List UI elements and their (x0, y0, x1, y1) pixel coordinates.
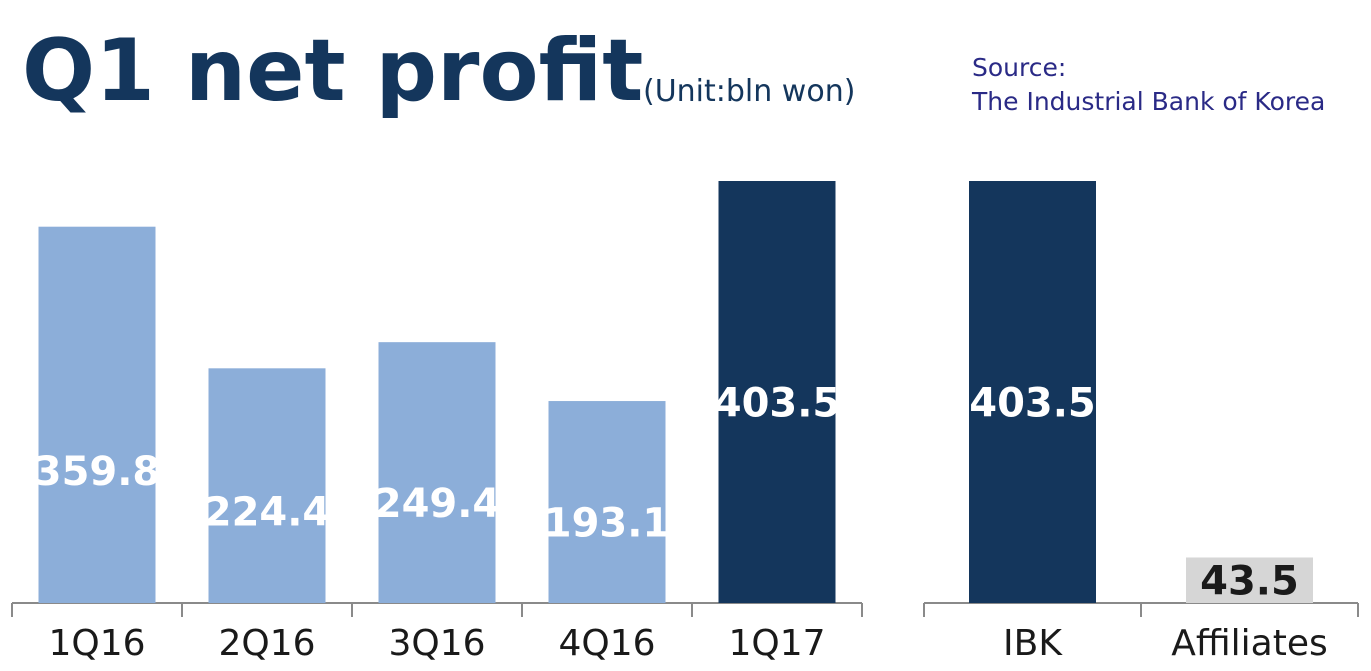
breakdown-bar-affiliates (1186, 557, 1313, 603)
unit-label: (Unit:bln won) (643, 74, 855, 109)
quarter-bar-3q16 (378, 342, 496, 603)
quarter-bar-4q16 (548, 401, 666, 603)
quarter-bar-1q16 (38, 226, 156, 603)
quarter-category-label: 2Q16 (218, 623, 315, 664)
quarter-value-label: 193.1 (544, 500, 671, 546)
breakdown-bar-chart: 403.5 IBK 43.5 Affiliates (923, 181, 1359, 664)
source-name: The Industrial Bank of Korea (971, 87, 1325, 116)
quarter-value-label: 249.4 (374, 481, 501, 527)
quarter-category-label: 4Q16 (558, 623, 655, 664)
breakdown-category-label: IBK (1003, 623, 1063, 664)
quarter-category-label: 1Q16 (48, 623, 145, 664)
breakdown-category-label: Affiliates (1171, 623, 1328, 664)
chart-title: Q1 net profit (22, 21, 643, 121)
quarter-bar-1q17 (718, 181, 836, 603)
quarter-bar-2q16 (208, 368, 326, 603)
quarterly-bar-chart: 359.8 1Q16 224.4 2Q16 249.4 3Q16 193.1 4Q16 403.… (11, 181, 863, 664)
quarter-category-label: 3Q16 (388, 623, 485, 664)
quarter-value-label: 359.8 (34, 449, 161, 495)
quarter-value-label: 403.5 (714, 381, 841, 427)
quarter-category-label: 1Q17 (728, 623, 825, 664)
source-label: Source: (972, 53, 1066, 82)
quarter-value-label: 224.4 (204, 490, 331, 536)
breakdown-value-label: 43.5 (1200, 558, 1299, 604)
breakdown-bar-ibk (969, 181, 1096, 603)
breakdown-value-label: 403.5 (969, 381, 1096, 427)
